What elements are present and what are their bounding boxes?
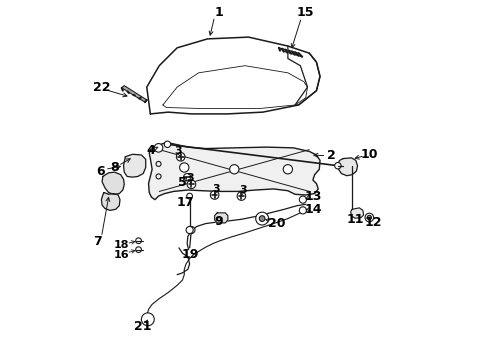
Text: 7: 7 (94, 235, 102, 248)
Circle shape (256, 212, 269, 225)
Text: 1: 1 (215, 6, 223, 19)
Text: 3: 3 (186, 173, 194, 183)
Circle shape (188, 226, 195, 234)
Polygon shape (148, 143, 320, 200)
Circle shape (156, 161, 161, 166)
Circle shape (184, 174, 191, 181)
Circle shape (299, 196, 306, 203)
Text: 10: 10 (361, 148, 378, 161)
Circle shape (164, 141, 171, 148)
Circle shape (259, 216, 265, 221)
Text: 5: 5 (178, 176, 187, 189)
Circle shape (154, 144, 163, 152)
Text: 16: 16 (114, 250, 129, 260)
Circle shape (187, 180, 196, 189)
Text: 22: 22 (93, 81, 110, 94)
Text: 6: 6 (96, 165, 105, 177)
Circle shape (187, 193, 193, 199)
Polygon shape (101, 193, 120, 210)
Text: 3: 3 (240, 185, 247, 195)
Text: 12: 12 (364, 216, 382, 229)
Text: 3: 3 (174, 146, 182, 156)
Text: 9: 9 (214, 215, 222, 228)
Circle shape (283, 165, 293, 174)
Polygon shape (123, 154, 146, 177)
Polygon shape (338, 158, 358, 176)
Circle shape (186, 226, 193, 234)
Circle shape (237, 192, 245, 201)
Circle shape (230, 165, 239, 174)
Circle shape (142, 313, 154, 326)
Circle shape (176, 153, 185, 161)
Text: 4: 4 (146, 144, 155, 157)
Text: 8: 8 (110, 161, 119, 174)
Circle shape (136, 247, 142, 252)
Text: 14: 14 (305, 203, 322, 216)
Text: 21: 21 (134, 320, 152, 333)
Text: 19: 19 (182, 248, 199, 261)
Text: 3: 3 (213, 184, 220, 194)
Polygon shape (122, 86, 147, 102)
Circle shape (136, 238, 142, 244)
Circle shape (156, 174, 161, 179)
Polygon shape (215, 213, 228, 223)
Circle shape (299, 207, 306, 214)
Text: 2: 2 (327, 149, 336, 162)
Polygon shape (147, 37, 320, 114)
Circle shape (180, 163, 189, 172)
Text: 13: 13 (305, 190, 322, 203)
Polygon shape (279, 48, 302, 57)
Text: 11: 11 (346, 213, 364, 226)
Polygon shape (102, 172, 124, 194)
Circle shape (210, 191, 219, 199)
Circle shape (367, 215, 371, 220)
Text: 18: 18 (114, 240, 129, 250)
Polygon shape (351, 208, 364, 218)
Circle shape (335, 162, 341, 169)
Circle shape (365, 213, 373, 222)
Text: 20: 20 (269, 217, 286, 230)
Text: 15: 15 (296, 6, 314, 19)
Text: 17: 17 (176, 195, 194, 209)
